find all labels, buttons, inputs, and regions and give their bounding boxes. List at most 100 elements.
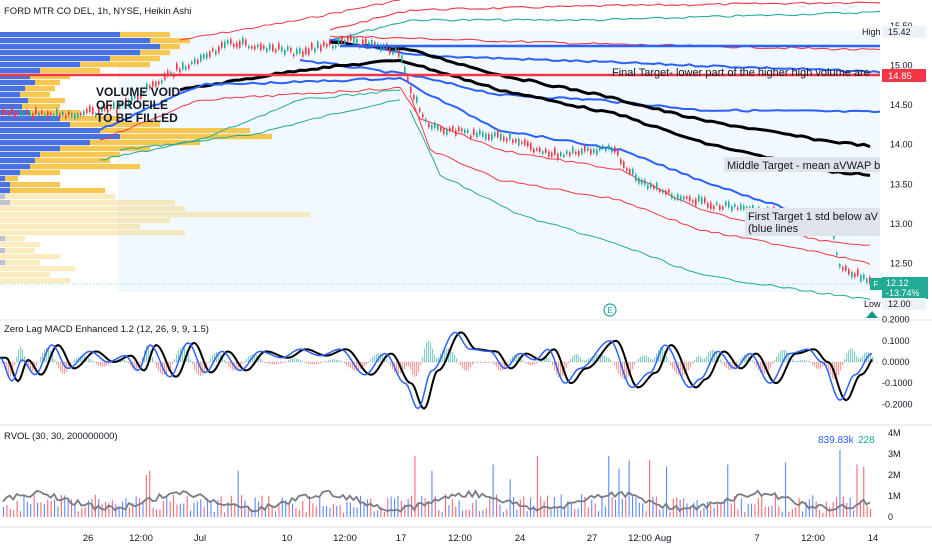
macd-hist-bar	[6, 362, 8, 373]
macd-hist-bar	[754, 362, 756, 364]
macd-hist-bar	[438, 356, 440, 362]
volume-void-line-1: VOLUME VOID	[96, 85, 180, 99]
red-band-mid	[99, 86, 871, 246]
price-pane[interactable]: FORD MTR CO DEL, 1h, NYSE, Heikin Ashi V…	[0, 0, 890, 318]
rvol-bar	[285, 500, 287, 517]
profile-bar-down	[0, 68, 40, 74]
macd-tick-label: 0.2000	[882, 315, 910, 325]
macd-hist-bar	[334, 359, 336, 362]
rvol-bar	[635, 497, 637, 517]
macd-hist-bar	[468, 362, 470, 370]
macd-hist-bar	[324, 361, 326, 363]
price-scale[interactable]: 15.5015.0014.5014.0013.5013.0012.5012.00…	[862, 0, 932, 320]
macd-hist-bar	[600, 354, 602, 362]
red-band-upper	[329, 35, 881, 51]
rvol-bar	[26, 501, 28, 517]
macd-hist-bar	[852, 349, 854, 362]
rvol-bar	[853, 510, 855, 517]
profile-bar-up	[0, 104, 60, 110]
macd-hist-bar	[486, 362, 488, 363]
rvol-bar	[611, 497, 613, 517]
macd-hist-bar	[0, 362, 2, 363]
rvol-pane[interactable]: RVOL (30, 30, 200000000) 839.83k 228 4M 3…	[2, 428, 901, 522]
last-price-badge	[882, 277, 928, 299]
macd-hist-bar	[258, 356, 260, 362]
profile-bar-up	[0, 176, 18, 182]
macd-hist-bar	[318, 362, 320, 364]
macd-hist-bar	[160, 362, 162, 374]
macd-hist-bar	[480, 362, 482, 363]
time-tick-label: 27	[587, 533, 598, 544]
rvol-tick-label: 4M	[888, 428, 901, 438]
rvol-axis-labels: 4M 3M 2M 1M 0	[888, 428, 901, 522]
macd-hist-bar	[854, 351, 856, 362]
candle-body	[572, 146, 574, 154]
candle-body	[338, 39, 340, 45]
macd-hist-bar	[222, 356, 224, 362]
rvol-bar	[207, 498, 209, 517]
macd-hist-bar	[288, 360, 290, 362]
macd-pane[interactable]: Zero Lag MACD Enhanced 1.2 (12, 26, 9, 9…	[0, 315, 913, 410]
macd-hist-bar	[254, 354, 256, 362]
macd-hist-bar	[390, 362, 392, 366]
profile-bar-up	[0, 68, 100, 74]
rvol-bar	[60, 495, 62, 517]
candle-body	[626, 168, 628, 171]
rvol-bar	[533, 505, 535, 517]
macd-hist-bar	[576, 354, 578, 362]
macd-hist-bar	[292, 358, 294, 362]
profile-bar-up	[0, 230, 185, 236]
rvol-bar	[122, 501, 124, 517]
candle-body	[374, 42, 376, 47]
candle-body	[833, 234, 835, 239]
candle-body	[404, 66, 406, 74]
profile-bar-down	[0, 134, 120, 140]
macd-hist-bar	[462, 362, 464, 369]
macd-hist-bar	[306, 362, 308, 364]
candle-body	[86, 108, 88, 114]
earnings-marker[interactable]: E	[603, 303, 617, 317]
macd-hist-bar	[66, 362, 68, 372]
rvol-bar	[496, 494, 498, 517]
teal-band-old	[119, 99, 401, 151]
candle-body	[638, 177, 640, 184]
rvol-bar	[179, 503, 181, 517]
macd-hist-bar	[864, 353, 866, 362]
candle-body	[512, 139, 514, 143]
volume-void-line-3: TO BE FILLED	[96, 111, 178, 125]
macd-hist-bar	[522, 360, 524, 362]
macd-hist-bar	[280, 362, 282, 364]
low-arrow-icon[interactable]	[866, 311, 878, 318]
macd-hist-bar	[812, 362, 814, 365]
rvol-bar	[645, 511, 647, 517]
macd-hist-bar	[764, 362, 766, 374]
macd-hist-bar	[182, 346, 184, 362]
rvol-bar	[778, 506, 780, 517]
profile-bar-down	[0, 104, 22, 110]
rvol-bar	[669, 511, 671, 517]
candle-body	[119, 103, 121, 109]
rvol-bar	[234, 503, 236, 517]
candle-body	[707, 203, 709, 208]
candle-body	[350, 35, 352, 41]
macd-hist-bar	[650, 358, 652, 362]
profile-bar-up	[0, 146, 150, 152]
profile-bar-down	[0, 50, 140, 56]
macd-hist-bar	[382, 354, 384, 362]
macd-hist-bar	[690, 362, 692, 368]
candle-body	[317, 41, 319, 49]
macd-hist-bar	[16, 356, 18, 362]
candle-body	[482, 131, 484, 137]
earnings-letter: E	[607, 306, 612, 315]
macd-hist-bar	[406, 362, 408, 367]
rvol-bar	[71, 499, 73, 517]
macd-hist-bar	[432, 348, 434, 362]
macd-hist-bar	[140, 362, 142, 364]
profile-bar-down	[0, 146, 60, 152]
macd-hist-bar	[504, 362, 506, 369]
profile-bar-down	[0, 248, 5, 254]
time-axis[interactable]: 26 12:00 Jul 10 12:00 17 12:00 24 27 12:00 Aug 7 12:…	[83, 533, 879, 544]
candle-body	[59, 113, 61, 118]
profile-bar-down	[0, 164, 30, 170]
